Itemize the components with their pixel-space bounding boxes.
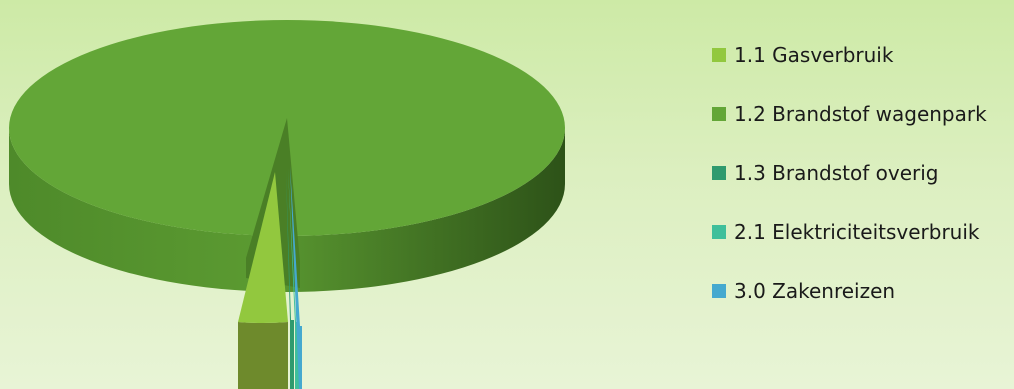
pie-slice-side-brandstof-wagenpark [9,128,565,292]
legend-swatch [712,166,726,180]
legend-swatch [712,107,726,121]
legend-swatch [712,225,726,239]
legend-swatch [712,284,726,298]
pie-slice-gasverbruik [238,172,288,323]
legend-label: 3.0 Zakenreizen [734,279,896,303]
legend-item-zakenreizen: 3.0 Zakenreizen [712,276,987,306]
legend-item-gasverbruik: 1.1 Gasverbruik [712,40,987,70]
legend-swatch [712,48,726,62]
legend-item-brandstof-wagenpark: 1.2 Brandstof wagenpark [712,99,987,129]
legend-label: 1.2 Brandstof wagenpark [734,102,987,126]
pie-slice-brandstof-overig [286,170,294,389]
legend-label: 1.1 Gasverbruik [734,43,894,67]
pie-slice-side-gasverbruik [238,322,288,389]
pie-slice-elektriciteitsverbruik [288,168,299,389]
legend: 1.1 Gasverbruik 1.2 Brandstof wagenpark … [712,40,987,335]
legend-item-brandstof-overig: 1.3 Brandstof overig [712,158,987,188]
legend-label: 2.1 Elektriciteitsverbruik [734,220,980,244]
legend-label: 1.3 Brandstof overig [734,161,939,185]
legend-item-elektriciteitsverbruik: 2.1 Elektriciteitsverbruik [712,217,987,247]
pie-slice-zakenreizen [290,166,302,389]
